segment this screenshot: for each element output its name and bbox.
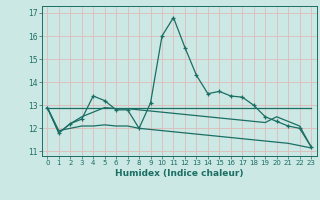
X-axis label: Humidex (Indice chaleur): Humidex (Indice chaleur)	[115, 169, 244, 178]
